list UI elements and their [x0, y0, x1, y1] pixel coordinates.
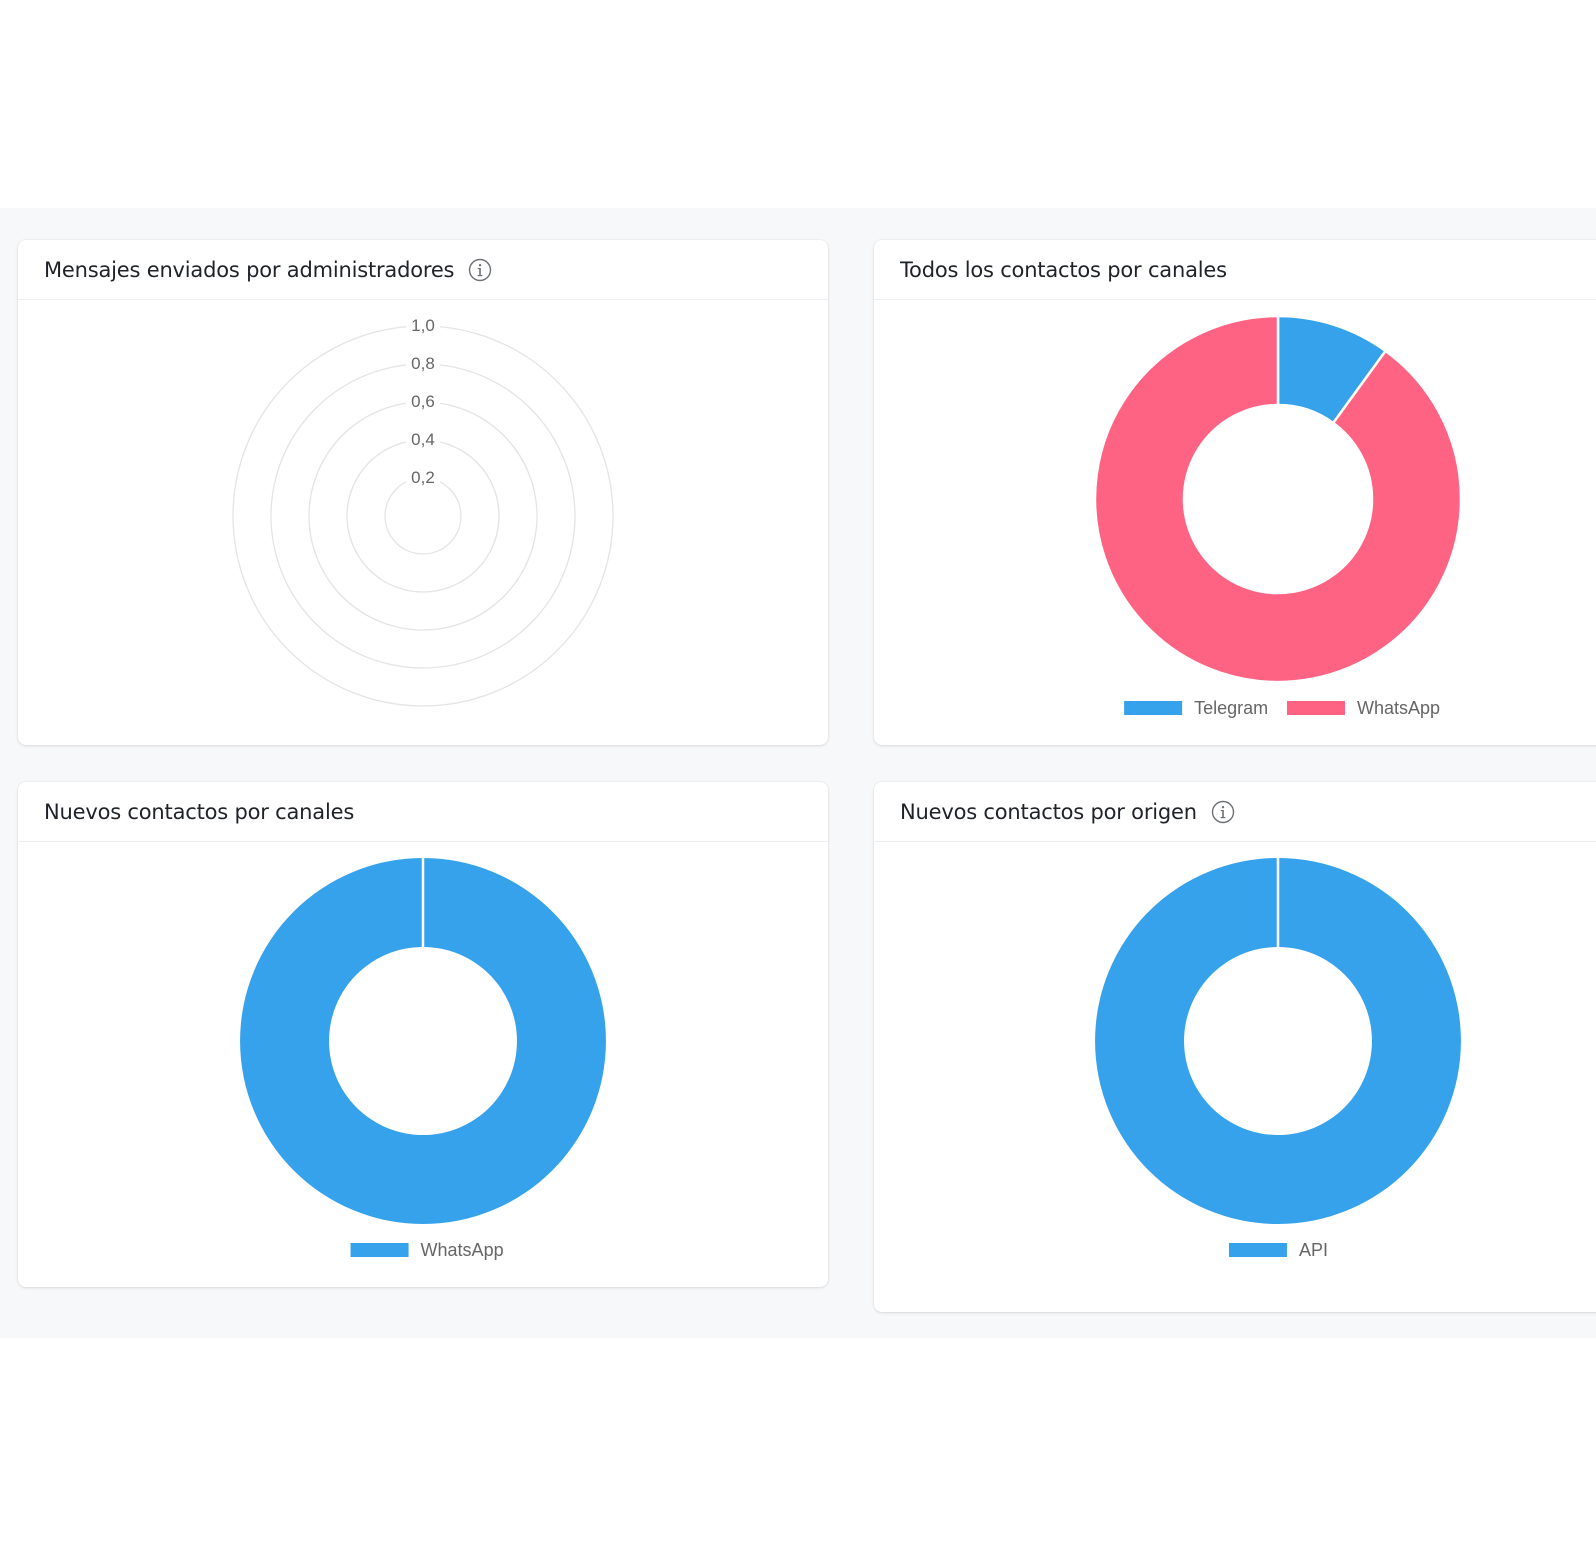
radar-tick-label: 0,6 [411, 392, 435, 411]
slice-whatsapp[interactable] [1093, 314, 1463, 684]
radar-tick-label: 0,8 [411, 354, 435, 373]
chart-area: API [874, 843, 1596, 1312]
card-nuevos-contactos-origen: Nuevos contactos por origen API [874, 782, 1596, 1312]
card-header: Todos los contactos por canales [874, 240, 1596, 300]
card-title: Nuevos contactos por canales [44, 799, 355, 824]
slice-api[interactable] [1095, 858, 1461, 1224]
radar-tick-label: 0,2 [411, 468, 435, 487]
radar-grid-ring [232, 325, 614, 707]
doughnut-chart: WhatsApp [240, 858, 606, 1260]
tick-backdrop [406, 353, 440, 373]
tick-backdrop [406, 391, 440, 411]
card-header: Nuevos contactos por origen [874, 782, 1596, 842]
legend-swatch[interactable] [1287, 701, 1345, 715]
radar-grid-ring [384, 477, 462, 555]
tick-backdrop [406, 467, 440, 487]
info-icon[interactable] [1211, 800, 1235, 824]
legend-swatch[interactable] [1228, 1243, 1287, 1257]
doughnut-chart: API [1095, 858, 1461, 1260]
radar-chart: 0,2 0,4 0,6 0,8 1,0 [232, 315, 614, 707]
card-todos-contactos: Todos los contactos por canales Telegram… [874, 240, 1596, 745]
legend-swatch[interactable] [1124, 701, 1183, 715]
card-header: Mensajes enviados por administradores [18, 240, 828, 300]
legend-label[interactable]: Telegram [1194, 698, 1268, 718]
legend-label[interactable]: WhatsApp [421, 1240, 504, 1260]
tick-backdrop [406, 315, 440, 335]
card-title: Mensajes enviados por administradores [44, 257, 455, 282]
chart-area: Telegram WhatsApp [874, 301, 1596, 745]
radar-grid-ring [346, 439, 500, 593]
card-nuevos-contactos-canales: Nuevos contactos por canales WhatsApp [18, 782, 828, 1287]
doughnut-chart: Telegram WhatsApp [1093, 314, 1463, 718]
legend-label[interactable]: API [1299, 1240, 1328, 1260]
card-title: Todos los contactos por canales [900, 257, 1227, 282]
chart-area: 0,2 0,4 0,6 0,8 1,0 [18, 301, 828, 745]
slice-whatsapp[interactable] [240, 858, 606, 1224]
card-mensajes-enviados: Mensajes enviados por administradores 0,… [18, 240, 828, 745]
radar-tick-label: 1,0 [411, 316, 435, 335]
card-title: Nuevos contactos por origen [900, 799, 1197, 824]
card-header: Nuevos contactos por canales [18, 782, 828, 842]
radar-tick-label: 0,4 [411, 430, 435, 449]
legend-label[interactable]: WhatsApp [1357, 698, 1440, 718]
dashboard: Mensajes enviados por administradores 0,… [0, 208, 1596, 1338]
info-icon[interactable] [468, 258, 492, 282]
chart-area: WhatsApp [18, 843, 828, 1287]
tick-backdrop [406, 429, 440, 449]
legend-swatch[interactable] [350, 1243, 409, 1257]
